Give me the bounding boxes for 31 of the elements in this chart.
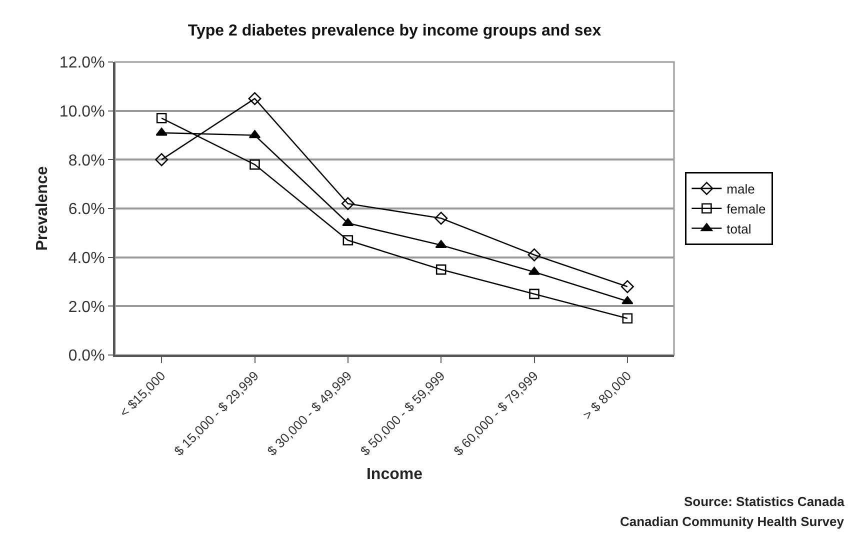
y-tick-label: 12.0% [59,54,105,72]
point [620,280,634,294]
point [156,128,168,136]
point [622,296,634,304]
legend-label: total [726,221,752,236]
point [248,92,262,106]
point [342,235,354,246]
legend-label: female [726,201,766,216]
point [529,288,540,300]
point [156,113,167,124]
y-tick-label: 8.0% [68,152,105,170]
point [528,248,541,262]
point [434,212,448,225]
y-tick-label: 10.0% [59,103,105,120]
point [341,197,354,210]
legend-label: male [726,182,755,197]
text: Canadian Community Health Survey [620,514,845,529]
point [435,240,447,248]
point [436,264,446,275]
source-note: Source: Statistics Canada [684,494,846,509]
point [155,153,168,166]
y-tick-label: 0.0% [68,348,105,365]
point [622,313,633,324]
x-axis-title: Income [366,466,423,483]
y-tick-label: 4.0% [68,250,105,267]
point [342,218,354,226]
point [250,159,260,170]
chart-title: Type 2 diabetes prevalence by income groups and sex [188,22,602,40]
y-tick-label: 6.0% [68,201,105,218]
y-axis-title: Prevalence [34,166,51,251]
y-tick-label: 2.0% [68,298,105,316]
